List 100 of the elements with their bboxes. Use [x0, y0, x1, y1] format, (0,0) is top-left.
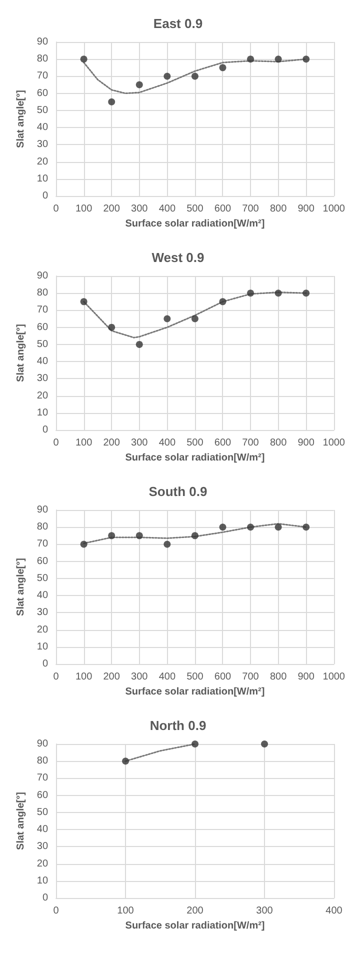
x-tick-label: 600	[214, 672, 232, 682]
y-tick-label: 30	[36, 841, 48, 852]
y-tick-label: 10	[36, 641, 48, 652]
y-tick-label: 30	[36, 373, 48, 384]
x-tick-label: 900	[298, 204, 315, 214]
x-axis-title: Surface solar radiation[W/m²]	[125, 686, 265, 698]
y-tick-label: 60	[36, 88, 48, 99]
y-tick-label: 10	[36, 407, 48, 418]
y-tick-label: 60	[36, 322, 48, 333]
y-tick-label: 10	[36, 875, 48, 886]
x-tick-label: 500	[186, 438, 204, 448]
x-tick-label: 300	[131, 672, 148, 682]
y-tick-label: 40	[36, 356, 48, 368]
x-tick-label: 1000	[322, 438, 346, 448]
y-axis-title: Slat angle[°]	[16, 90, 26, 148]
x-tick-label: 0	[53, 204, 60, 214]
x-tick-label: 300	[131, 204, 148, 214]
x-tick-label: 100	[75, 438, 93, 448]
y-tick-label: 80	[36, 522, 48, 533]
y-tick-label: 20	[36, 858, 48, 870]
x-tick-label: 800	[270, 204, 288, 214]
y-tick-label: 10	[36, 173, 48, 184]
x-tick-label: 0	[53, 438, 60, 448]
point	[302, 56, 310, 63]
point	[136, 81, 143, 88]
x-tick-label: 400	[158, 438, 176, 448]
x-tick-label: 800	[270, 438, 288, 448]
y-tick-label: 60	[36, 790, 48, 801]
y-tick-label: 20	[36, 390, 48, 402]
y-tick-label: 70	[36, 538, 48, 550]
x-tick-label: 300	[256, 906, 274, 916]
y-tick-label: 90	[36, 504, 48, 516]
point	[136, 532, 143, 540]
point	[80, 540, 88, 548]
x-tick-label: 100	[117, 906, 134, 916]
x-tick-label: 100	[75, 672, 93, 682]
x-axis-title: Surface solar radiation[W/m²]	[125, 218, 265, 230]
point	[219, 64, 226, 72]
x-axis-title: Surface solar radiation[W/m²]	[125, 452, 265, 464]
x-tick-label: 900	[298, 672, 315, 682]
point	[164, 315, 171, 322]
y-tick-label: 80	[36, 288, 48, 299]
y-tick-label: 30	[36, 139, 48, 150]
y-axis-title: Slat angle[°]	[16, 558, 26, 616]
x-tick-label: 400	[158, 204, 176, 214]
point	[274, 290, 282, 297]
y-tick-label: 50	[36, 104, 48, 116]
point	[80, 298, 88, 306]
y-tick-label: 90	[36, 36, 48, 48]
y-tick-label: 70	[36, 304, 48, 316]
y-tick-label: 80	[36, 54, 48, 65]
y-tick-label: 30	[36, 607, 48, 618]
point	[247, 524, 254, 531]
point	[108, 532, 116, 540]
y-tick-label: 70	[36, 70, 48, 82]
x-tick-label: 700	[242, 204, 260, 214]
point	[108, 324, 116, 331]
y-tick-label: 20	[36, 156, 48, 168]
x-tick-label: 600	[214, 204, 232, 214]
y-tick-label: 0	[42, 892, 48, 904]
x-tick-label: 600	[214, 438, 232, 448]
x-tick-label: 100	[75, 204, 93, 214]
x-tick-label: 700	[242, 672, 260, 682]
x-tick-label: 500	[186, 204, 204, 214]
point	[274, 56, 282, 63]
chart-title: North 0.9	[150, 718, 206, 733]
y-tick-label: 40	[36, 122, 48, 134]
y-tick-label: 0	[42, 658, 48, 670]
y-tick-label: 70	[36, 772, 48, 784]
x-tick-label: 500	[186, 672, 204, 682]
point	[302, 524, 310, 531]
y-axis-title: Slat angle[°]	[16, 792, 26, 850]
point	[191, 72, 198, 80]
y-tick-label: 50	[36, 572, 48, 584]
chart-title: East 0.9	[153, 16, 203, 31]
y-tick-label: 20	[36, 624, 48, 636]
x-tick-label: 900	[298, 438, 315, 448]
y-tick-label: 40	[36, 824, 48, 836]
point	[191, 532, 198, 540]
y-tick-label: 0	[42, 424, 48, 436]
point	[164, 72, 171, 80]
x-tick-label: 1000	[322, 672, 346, 682]
point	[108, 98, 116, 106]
x-tick-label: 300	[131, 438, 148, 448]
chart-title: West 0.9	[152, 250, 204, 265]
y-tick-label: 40	[36, 590, 48, 602]
point	[247, 56, 254, 63]
x-tick-label: 200	[103, 672, 120, 682]
x-tick-label: 1000	[322, 204, 346, 214]
y-tick-label: 50	[36, 806, 48, 818]
y-tick-label: 80	[36, 756, 48, 767]
x-tick-label: 0	[53, 906, 60, 916]
x-axis-title: Surface solar radiation[W/m²]	[125, 920, 265, 932]
point	[80, 56, 88, 63]
x-tick-label: 400	[326, 906, 343, 916]
y-tick-label: 60	[36, 556, 48, 567]
y-axis-title: Slat angle[°]	[16, 324, 26, 382]
point	[164, 540, 171, 548]
point	[302, 290, 310, 297]
point	[247, 290, 254, 297]
